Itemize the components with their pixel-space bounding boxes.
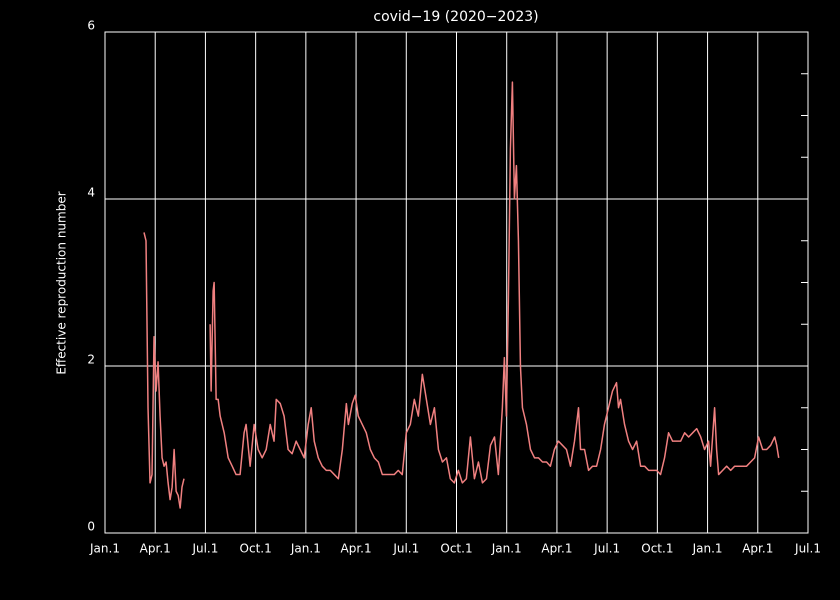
x-tick-label: Oct.1 [440, 542, 472, 556]
y-tick-label: 4 [87, 186, 95, 200]
x-tick-label: Apr.1 [341, 542, 372, 556]
x-tick-label: Jul.1 [392, 542, 419, 556]
y-tick-label: 0 [87, 520, 95, 534]
chart-title: covid−19 (2020−2023) [373, 9, 538, 25]
x-tick-label: Apr.1 [541, 542, 572, 556]
x-tick-label: Jul.1 [593, 542, 620, 556]
x-tick-label: Jul.1 [794, 542, 821, 556]
y-tick-label: 2 [87, 353, 95, 367]
x-tick-label: Jan.1 [491, 542, 522, 556]
x-tick-label: Oct.1 [240, 542, 272, 556]
x-tick-label: Jan.1 [692, 542, 723, 556]
x-tick-label: Apr.1 [742, 542, 773, 556]
y-axis-label: Effective reproduction number [55, 191, 69, 374]
x-tick-label: Jul.1 [191, 542, 218, 556]
data-line [143, 81, 780, 509]
y-tick-label: 6 [87, 19, 95, 33]
x-tick-label: Apr.1 [140, 542, 171, 556]
x-tick-label: Oct.1 [641, 542, 673, 556]
x-tick-label: Jan.1 [89, 542, 120, 556]
x-tick-label: Jan.1 [290, 542, 321, 556]
